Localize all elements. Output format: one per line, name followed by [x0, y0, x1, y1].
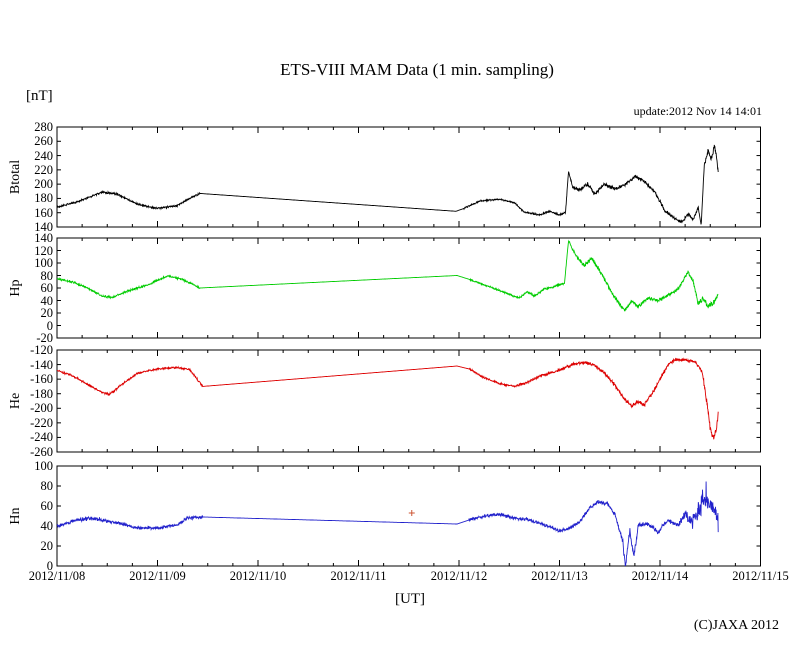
- x-tick-label: 2012/11/08: [28, 569, 86, 583]
- y-tick-label-Btotal: 220: [34, 162, 53, 177]
- x-tick-label: 2012/11/11: [330, 569, 387, 583]
- y-tick-label-Hn: 100: [34, 459, 53, 473]
- y-tick-label-He: -140: [30, 357, 53, 372]
- panel-frame-Hn: [56, 465, 761, 567]
- y-tick-label-Btotal: 180: [34, 191, 53, 206]
- y-tick-label-He: -120: [30, 343, 53, 357]
- panel-frame-Btotal: [56, 126, 761, 228]
- y-tick-label-He: -180: [30, 386, 53, 401]
- y-tick-label-Hp: 40: [40, 293, 54, 308]
- panel-frame-Hp: [56, 237, 761, 339]
- y-tick-label-Hn: 60: [40, 499, 54, 513]
- y-tick-label-Hn: 80: [40, 479, 54, 493]
- x-tick-label: 2012/11/14: [631, 569, 689, 583]
- trace-Btotal: [57, 144, 719, 225]
- y-tick-label-He: -260: [30, 445, 53, 459]
- update-timestamp: update:2012 Nov 14 14:01: [633, 104, 762, 118]
- x-tick-label: 2012/11/12: [430, 569, 488, 583]
- x-tick-label: 2012/11/13: [531, 569, 588, 583]
- x-tick-label: 2012/11/09: [129, 569, 186, 583]
- chart-title: ETS-VIII MAM Data (1 min. sampling): [280, 60, 554, 79]
- y-tick-label-Btotal: 140: [34, 220, 53, 234]
- y-tick-label-Btotal: 200: [34, 177, 53, 192]
- y-tick-label-Hp: 100: [34, 256, 53, 270]
- y-tick-label-He: -220: [30, 415, 53, 430]
- y-tick-label-Hp: 20: [40, 306, 54, 320]
- y-tick-label-He: -240: [30, 430, 53, 445]
- y-tick-label-Hp: 140: [34, 231, 53, 245]
- unit-label: [nT]: [26, 88, 53, 104]
- y-tick-label-Hp: 80: [40, 268, 54, 283]
- y-tick-label-He: -160: [30, 372, 53, 387]
- y-tick-label-Hn: 0: [46, 559, 53, 573]
- x-axis-label: [UT]: [395, 591, 425, 607]
- y-tick-label-Hn: 20: [40, 539, 54, 553]
- trace-He: [57, 357, 719, 440]
- copyright-notice: (C)JAXA 2012: [693, 618, 779, 633]
- y-tick-label-Hn: 40: [40, 519, 54, 533]
- trace-Hn: [57, 481, 719, 566]
- x-tick-label: 2012/11/10: [229, 569, 287, 583]
- plus-marker: [408, 510, 415, 516]
- x-tick-label: 2012/11/15: [732, 569, 789, 583]
- y-tick-label-Hp: 120: [34, 243, 53, 258]
- y-tick-label-Btotal: 160: [34, 205, 53, 220]
- trace-Hp: [57, 239, 719, 312]
- y-tick-label-Btotal: 240: [34, 148, 53, 163]
- y-tick-label-Hp: -20: [36, 331, 53, 345]
- y-tick-label-Hp: 60: [40, 281, 54, 295]
- y-tick-label-Btotal: 260: [34, 134, 53, 149]
- y-tick-label-Btotal: 280: [34, 120, 53, 134]
- y-tick-label-He: -200: [30, 401, 53, 416]
- panel-frame-He: [56, 349, 761, 453]
- y-tick-label-Hp: 0: [46, 318, 53, 333]
